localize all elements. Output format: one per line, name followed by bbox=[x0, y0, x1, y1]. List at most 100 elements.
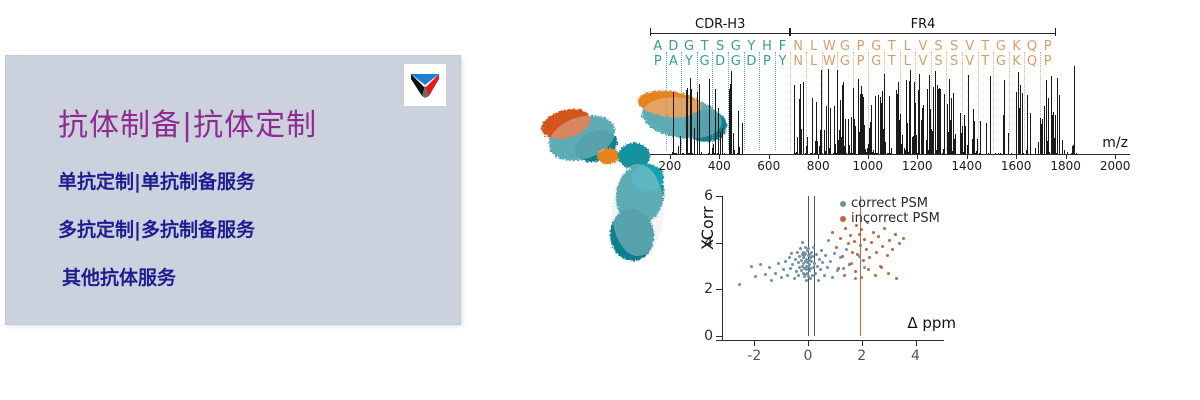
scatter-point bbox=[891, 248, 895, 252]
spectrum-peak bbox=[932, 150, 934, 154]
promo-link-mab[interactable]: 单抗定制|单抗制备服务 bbox=[58, 171, 255, 193]
spectrum-peak bbox=[1063, 150, 1065, 154]
scatter-point bbox=[797, 273, 801, 277]
spectrum-peak bbox=[805, 145, 807, 154]
scatter-point bbox=[763, 273, 767, 277]
spectrum-peak bbox=[829, 108, 831, 154]
scatter-y-tick-label: 2 bbox=[704, 281, 713, 298]
sequence-row-2-residue: G bbox=[699, 54, 710, 69]
spectrum-peak bbox=[963, 114, 965, 154]
sequence-row-2-residue: N bbox=[793, 54, 803, 69]
sequence-row-2-residue: P bbox=[856, 54, 865, 69]
spectrum-peak bbox=[1050, 116, 1052, 154]
scatter-point bbox=[868, 256, 872, 260]
spectrum-peak bbox=[880, 96, 881, 154]
spectrum-peak bbox=[896, 152, 898, 154]
scatter-point bbox=[833, 251, 837, 255]
spectrum-tick-label: 800 bbox=[806, 159, 830, 173]
spectrum-peak bbox=[1054, 114, 1056, 154]
scatter-point bbox=[853, 277, 857, 281]
fragment-guide-line bbox=[728, 52, 730, 150]
spectrum-peak bbox=[937, 88, 939, 154]
spectrum-peak bbox=[835, 152, 837, 154]
spectrum-peak bbox=[681, 152, 683, 154]
spectrum-peak bbox=[968, 75, 970, 154]
spectrum-peak bbox=[712, 147, 714, 154]
spectrum-peak bbox=[814, 141, 816, 154]
scatter-x-tick bbox=[861, 340, 863, 346]
scatter-x-tick-label: 2 bbox=[857, 348, 867, 364]
spectrum-peak bbox=[863, 152, 865, 154]
spectrum-peak bbox=[951, 152, 953, 154]
spectrum-peak bbox=[920, 119, 922, 154]
spectrum-peak bbox=[952, 151, 954, 154]
scatter-point bbox=[800, 269, 804, 273]
spectrum-peak bbox=[936, 85, 938, 154]
spectrum-peak bbox=[864, 148, 866, 154]
spectrum-peak bbox=[1061, 140, 1063, 154]
spectrum-peak bbox=[824, 152, 826, 154]
scatter-point bbox=[806, 264, 810, 268]
spectrum-peak bbox=[968, 145, 969, 154]
fragment-guide-line bbox=[915, 52, 917, 150]
spectrum-peak bbox=[910, 70, 912, 154]
scatter-point bbox=[850, 250, 854, 254]
spectrum-peak bbox=[919, 151, 921, 154]
spectrum-peak bbox=[913, 135, 914, 154]
scatter-point bbox=[848, 234, 852, 238]
scatter-point bbox=[808, 252, 812, 256]
spectrum-peak bbox=[1043, 105, 1045, 154]
spectrum-tick-label: 400 bbox=[707, 159, 731, 173]
spectrum-tick bbox=[966, 154, 968, 159]
scatter-point bbox=[801, 241, 805, 245]
spectrum-peak bbox=[1051, 114, 1053, 154]
promo-link-other[interactable]: 其他抗体服务 bbox=[62, 267, 177, 289]
spectrum-peak bbox=[989, 76, 991, 154]
scatter-point bbox=[844, 227, 848, 231]
sequence-row-1-residue: G bbox=[995, 39, 1006, 54]
scatter-point bbox=[787, 256, 791, 260]
scatter-point bbox=[779, 276, 783, 280]
spectrum-peak bbox=[905, 149, 907, 154]
spectrum-peak bbox=[842, 84, 844, 154]
scatter-point bbox=[817, 257, 821, 261]
spectrum-peak bbox=[879, 151, 881, 154]
spectrum-peak bbox=[944, 93, 946, 154]
spectrum-peak bbox=[848, 118, 850, 154]
spectrum-peak bbox=[900, 121, 901, 154]
spectrum-peak bbox=[674, 152, 676, 154]
spectrum-peak bbox=[881, 149, 883, 154]
sequence-row-2-residue: G bbox=[871, 54, 882, 69]
sequence-row-2-residue: P bbox=[1043, 54, 1052, 69]
spectrum-peak bbox=[1056, 152, 1057, 154]
fragment-guide-line bbox=[962, 52, 964, 150]
scatter-point bbox=[776, 262, 780, 266]
scatter-y-tick-label: 0 bbox=[704, 328, 713, 344]
sequence-row-1-residue: P bbox=[856, 39, 865, 54]
sequence-row-2-residue: A bbox=[668, 54, 678, 69]
spectrum-peak bbox=[915, 150, 917, 154]
sequence-row-1-residue: S bbox=[934, 39, 943, 54]
spectrum-peak bbox=[938, 87, 940, 154]
spectrum-peak bbox=[886, 152, 888, 154]
promo-link-pab[interactable]: 多抗定制|多抗制备服务 bbox=[58, 219, 255, 241]
spectrum-peak bbox=[1071, 145, 1073, 154]
spectrum-tick bbox=[1016, 154, 1018, 159]
spectrum-peak bbox=[717, 152, 719, 154]
spectrum-peak bbox=[840, 145, 842, 154]
scatter-point bbox=[897, 242, 901, 246]
scatter-point bbox=[806, 254, 810, 257]
spectrum-peak bbox=[692, 152, 694, 154]
scatter-point bbox=[841, 266, 845, 270]
spectrum-peak bbox=[851, 117, 853, 154]
spectrum-peak bbox=[898, 129, 900, 154]
spectrum-peak bbox=[925, 140, 927, 154]
scatter-point bbox=[829, 259, 833, 263]
spectrum-peak bbox=[811, 97, 813, 154]
spectrum-peak bbox=[721, 130, 723, 154]
spectrum-peak bbox=[796, 137, 798, 154]
spectrum-peak bbox=[939, 120, 941, 154]
scatter-point bbox=[800, 252, 804, 256]
legend-label: incorrect PSM bbox=[851, 211, 940, 226]
spectrum-peak bbox=[868, 127, 870, 154]
